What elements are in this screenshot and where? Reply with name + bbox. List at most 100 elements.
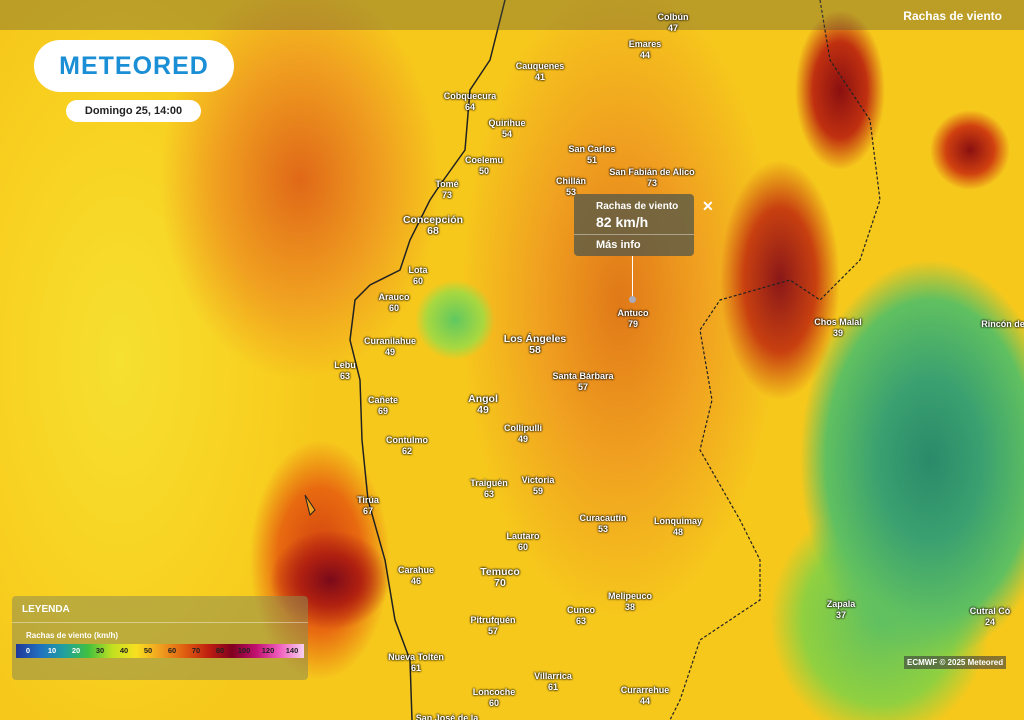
city-value: 61 (410, 663, 421, 673)
attribution: ECMWF © 2025 Meteored (904, 656, 1007, 669)
city-value: 37 (835, 610, 847, 620)
city-name: Lautaro (506, 531, 540, 541)
city[interactable]: Carahue 46 (398, 565, 434, 587)
city[interactable]: Melipeuco 38 (608, 591, 652, 613)
city-value: 44 (639, 696, 651, 706)
city-name: Pitrufquén (470, 615, 516, 625)
city[interactable]: Cobquecura 64 (444, 91, 497, 113)
city-value: 50 (478, 166, 490, 176)
city[interactable]: Curacautín 53 (579, 513, 626, 535)
marker (629, 296, 636, 303)
legend-tick: 0 (25, 646, 31, 655)
city-name: San Carlos (568, 144, 616, 154)
city[interactable]: Cañete 69 (368, 395, 398, 417)
border (669, 0, 881, 720)
city[interactable]: Lonquimay 48 (654, 516, 702, 538)
city-name: Curarrehue (620, 685, 670, 695)
city[interactable]: Collipulli 49 (504, 423, 542, 445)
city[interactable]: Cunco 63 (567, 605, 595, 627)
city-value: 60 (517, 542, 529, 552)
city[interactable]: Contulmo 62 (386, 435, 428, 457)
city-name: Rincón de (981, 319, 1024, 329)
legend-tick: 80 (215, 646, 225, 655)
city[interactable]: Zapala 37 (827, 599, 856, 621)
city-name: Lonquimay (653, 516, 703, 526)
city-value: 60 (388, 303, 400, 313)
city-name: Carahue (397, 565, 435, 575)
city-name: Tirúa (357, 495, 379, 505)
city[interactable]: Nueva Toltén 61 (388, 652, 444, 674)
city[interactable]: Curanilahue 49 (364, 336, 416, 358)
city-name: Angol (468, 393, 498, 405)
city[interactable]: Coelemu 50 (465, 155, 503, 177)
logo[interactable]: METEORED (34, 40, 234, 92)
city-name: Collipulli (504, 423, 542, 433)
city[interactable]: Lota 60 (409, 265, 428, 287)
city-value: 73 (646, 178, 657, 188)
popup-link[interactable]: Más info (596, 239, 641, 251)
city[interactable]: Emares 44 (629, 39, 662, 61)
city[interactable]: Rincón de (981, 319, 1024, 330)
city[interactable]: Pitrufquén 57 (471, 615, 516, 637)
city[interactable]: Los Ángeles 58 (504, 334, 566, 356)
legend-tick: 30 (95, 646, 105, 655)
city[interactable]: San Fabián de Alico 73 (609, 167, 694, 189)
city-name: Lebu (334, 360, 356, 370)
city-value: 70 (494, 577, 506, 589)
city-name: Lota (408, 265, 428, 275)
city-value: 79 (627, 319, 638, 329)
city-value: 62 (401, 446, 412, 456)
city[interactable]: Santa Bárbara 57 (552, 371, 613, 393)
legend-tick: 50 (143, 646, 153, 655)
city[interactable]: Arauco 60 (378, 292, 409, 314)
city-value: 51 (586, 155, 597, 165)
city-name: Villarrica (534, 671, 572, 681)
city-value: 53 (597, 524, 609, 534)
legend-tick: 100 (237, 646, 251, 655)
city-name: Coelemu (464, 155, 504, 165)
city-name: Victoria (521, 475, 555, 485)
city-value: 24 (984, 617, 995, 627)
city[interactable]: San José de la (416, 713, 479, 720)
city-value: 59 (532, 486, 544, 496)
city[interactable]: Cutral Có 24 (970, 606, 1011, 628)
city[interactable]: Cauquenes 41 (516, 61, 565, 83)
city[interactable]: Angol 49 (468, 394, 498, 416)
city[interactable]: Temuco 70 (480, 567, 519, 589)
layer-name[interactable]: Rachas de viento (903, 9, 1002, 23)
city[interactable]: Curarrehue 44 (621, 685, 670, 707)
city[interactable]: Concepción 68 (403, 215, 463, 237)
city-name: Quirihue (488, 118, 526, 128)
city[interactable]: Antuco 79 (618, 308, 649, 330)
legend-tick: 20 (71, 646, 81, 655)
top-bar (0, 0, 1024, 30)
island (304, 494, 316, 516)
city[interactable]: Lautaro 60 (506, 531, 539, 553)
city[interactable]: Tomé 73 (435, 179, 458, 201)
city-value: 60 (412, 276, 423, 286)
city[interactable]: Lebu 63 (334, 360, 356, 382)
city[interactable]: Colbún 47 (658, 12, 689, 34)
city-name: Traiguén (470, 478, 508, 488)
city[interactable]: Tirúa 67 (357, 495, 379, 517)
city[interactable]: Loncoche 60 (473, 687, 516, 709)
city[interactable]: San Carlos 51 (568, 144, 615, 166)
city[interactable]: Traiguén 63 (470, 478, 508, 500)
city[interactable]: Chos Malal 39 (814, 317, 862, 339)
city-name: Loncoche (472, 687, 516, 697)
city[interactable]: Chillán 53 (556, 176, 586, 198)
city-name: Melipeuco (607, 591, 653, 601)
city[interactable]: Victoria 59 (522, 475, 555, 497)
close-button[interactable]: ✕ (702, 198, 714, 214)
city-name: Tomé (435, 179, 459, 189)
city-value: 64 (464, 102, 476, 112)
city-value: 67 (362, 506, 373, 516)
city[interactable]: Villarrica 61 (534, 671, 572, 693)
city-name: Santa Bárbara (552, 371, 614, 381)
city[interactable]: Quirihue 54 (488, 118, 525, 140)
legend-tick: 70 (191, 646, 201, 655)
legend: LEYENDA Rachas de viento (km/h) 0 10 20 30 4… (12, 596, 308, 680)
city-name: Cunco (567, 605, 595, 615)
